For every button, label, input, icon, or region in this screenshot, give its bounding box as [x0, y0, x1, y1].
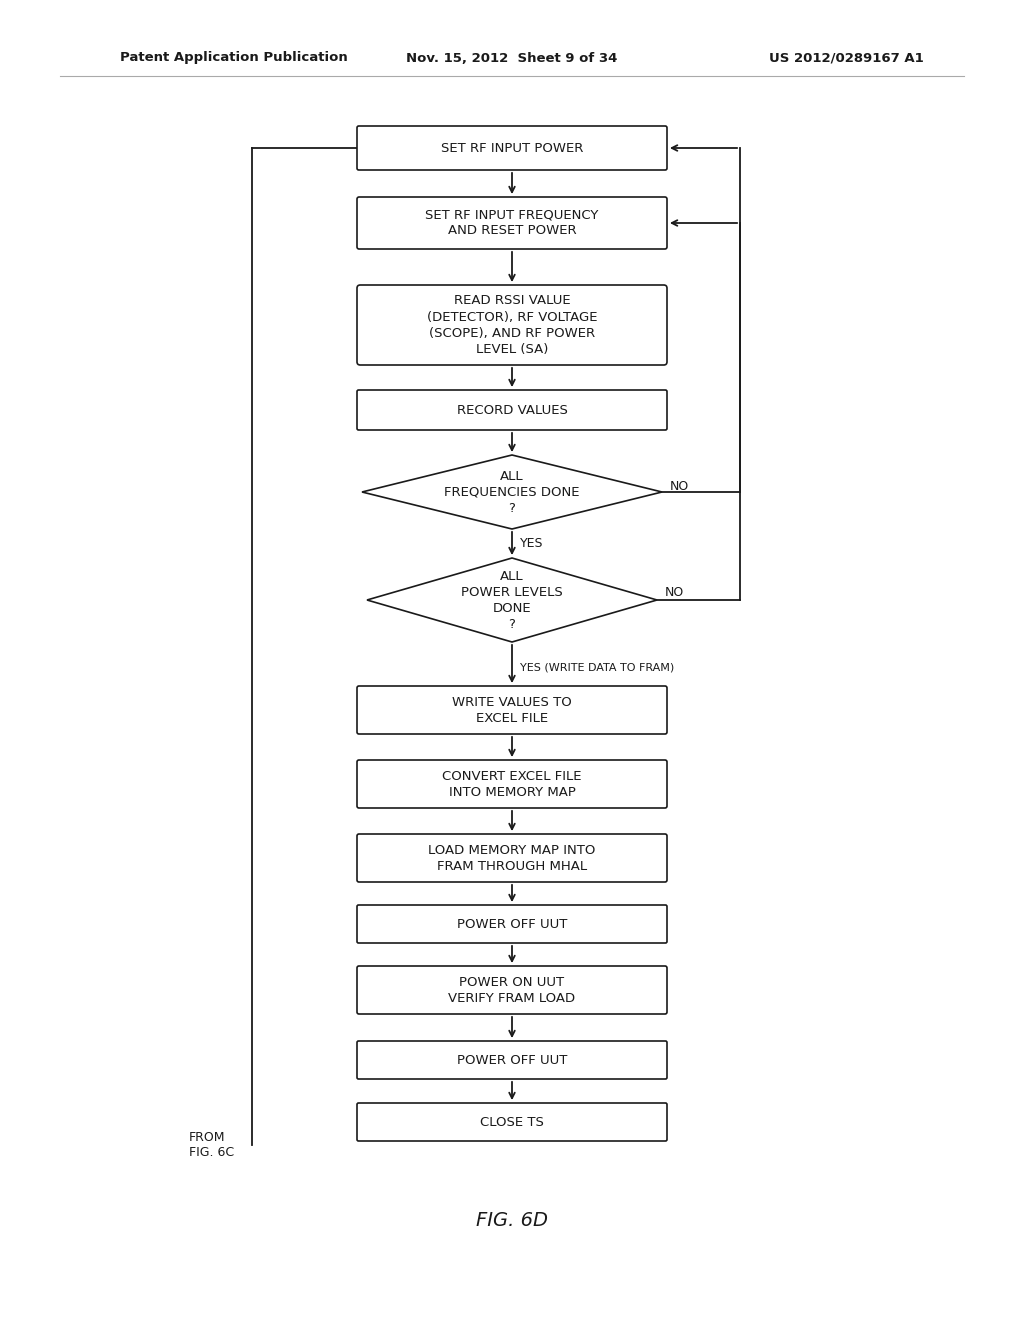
- Text: YES: YES: [520, 537, 544, 550]
- FancyBboxPatch shape: [357, 906, 667, 942]
- Text: CONVERT EXCEL FILE
INTO MEMORY MAP: CONVERT EXCEL FILE INTO MEMORY MAP: [442, 770, 582, 799]
- FancyBboxPatch shape: [357, 285, 667, 366]
- FancyBboxPatch shape: [357, 966, 667, 1014]
- Text: SET RF INPUT POWER: SET RF INPUT POWER: [440, 141, 584, 154]
- Text: LOAD MEMORY MAP INTO
FRAM THROUGH MHAL: LOAD MEMORY MAP INTO FRAM THROUGH MHAL: [428, 843, 596, 873]
- Text: Patent Application Publication: Patent Application Publication: [120, 51, 348, 65]
- Text: YES (WRITE DATA TO FRAM): YES (WRITE DATA TO FRAM): [520, 663, 674, 673]
- Text: NO: NO: [665, 586, 684, 598]
- FancyBboxPatch shape: [357, 125, 667, 170]
- Text: FIG. 6D: FIG. 6D: [476, 1210, 548, 1229]
- Text: RECORD VALUES: RECORD VALUES: [457, 404, 567, 417]
- Text: US 2012/0289167 A1: US 2012/0289167 A1: [769, 51, 924, 65]
- FancyBboxPatch shape: [357, 1041, 667, 1078]
- Text: ALL
POWER LEVELS
DONE
?: ALL POWER LEVELS DONE ?: [461, 569, 563, 631]
- Text: CLOSE TS: CLOSE TS: [480, 1115, 544, 1129]
- Text: READ RSSI VALUE
(DETECTOR), RF VOLTAGE
(SCOPE), AND RF POWER
LEVEL (SA): READ RSSI VALUE (DETECTOR), RF VOLTAGE (…: [427, 294, 597, 355]
- FancyBboxPatch shape: [357, 834, 667, 882]
- Text: ALL
FREQUENCIES DONE
?: ALL FREQUENCIES DONE ?: [444, 470, 580, 515]
- Text: POWER OFF UUT: POWER OFF UUT: [457, 917, 567, 931]
- Polygon shape: [367, 558, 657, 642]
- FancyBboxPatch shape: [357, 760, 667, 808]
- FancyBboxPatch shape: [357, 686, 667, 734]
- Text: SET RF INPUT FREQUENCY
AND RESET POWER: SET RF INPUT FREQUENCY AND RESET POWER: [425, 209, 599, 238]
- FancyBboxPatch shape: [357, 1104, 667, 1140]
- Text: Nov. 15, 2012  Sheet 9 of 34: Nov. 15, 2012 Sheet 9 of 34: [407, 51, 617, 65]
- Text: FROM
FIG. 6C: FROM FIG. 6C: [188, 1131, 234, 1159]
- FancyBboxPatch shape: [357, 197, 667, 249]
- Text: POWER OFF UUT: POWER OFF UUT: [457, 1053, 567, 1067]
- Text: WRITE VALUES TO
EXCEL FILE: WRITE VALUES TO EXCEL FILE: [453, 696, 571, 725]
- Text: NO: NO: [670, 479, 689, 492]
- Polygon shape: [362, 455, 662, 529]
- FancyBboxPatch shape: [357, 389, 667, 430]
- Text: POWER ON UUT
VERIFY FRAM LOAD: POWER ON UUT VERIFY FRAM LOAD: [449, 975, 575, 1005]
